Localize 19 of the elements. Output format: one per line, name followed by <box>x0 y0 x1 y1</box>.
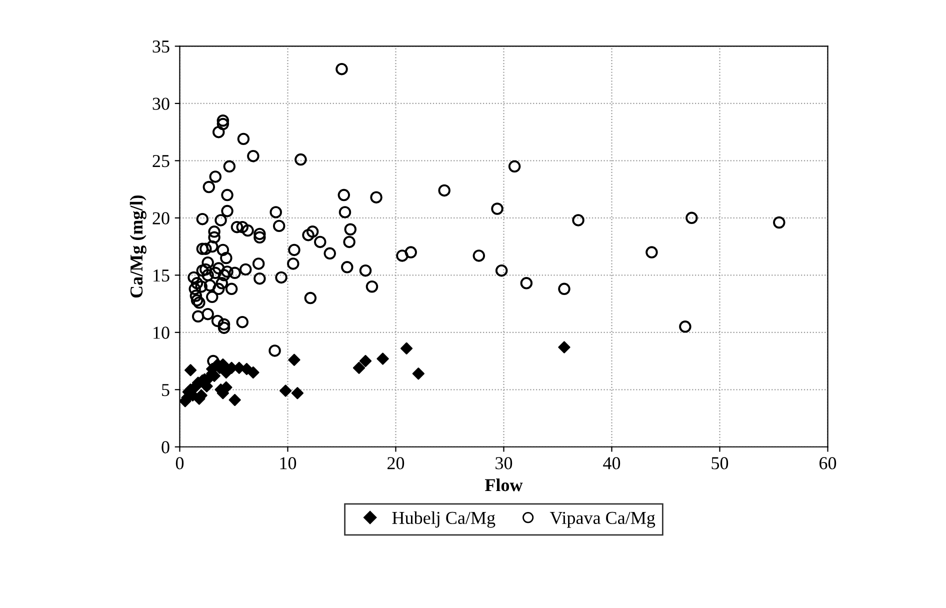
y-tick-label: 0 <box>162 441 170 454</box>
legend-label: Vipava Ca/Mg <box>550 512 656 528</box>
y-tick-label: 35 <box>152 40 170 53</box>
y-tick-label: 30 <box>152 98 170 110</box>
y-tick-label: 15 <box>154 270 170 282</box>
x-tick-label: 40 <box>603 457 620 470</box>
x-tick-label: 20 <box>388 457 404 470</box>
legend-label: Hubelj Ca/Mg <box>392 511 496 528</box>
x-tick-label: 60 <box>820 457 836 470</box>
x-axis-title: Flow <box>484 478 523 492</box>
y-tick-label: 25 <box>152 154 170 168</box>
y-axis-title: Ca/Mg (mg/l) <box>130 195 146 298</box>
x-tick-label: 30 <box>496 457 512 470</box>
x-tick-label: 50 <box>712 457 728 470</box>
x-tick-label: 0 <box>176 457 184 470</box>
y-tick-label: 20 <box>152 212 170 224</box>
y-tick-label: 10 <box>154 326 170 339</box>
y-tick-label: 5 <box>162 384 170 396</box>
x-tick-label: 10 <box>280 457 296 470</box>
